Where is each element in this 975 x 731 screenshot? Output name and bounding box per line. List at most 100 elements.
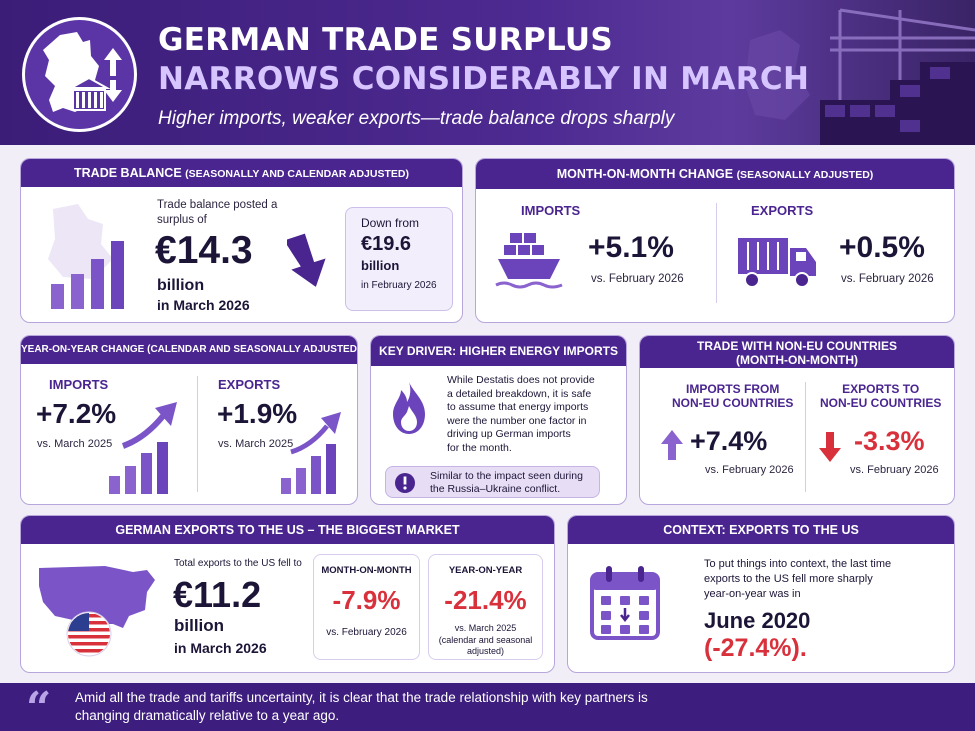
- mom-title: MONTH-ON-MONTH CHANGE: [556, 167, 734, 181]
- previous-period: in February 2026: [361, 280, 437, 291]
- context-text: To put things into context, the last tim…: [704, 557, 891, 602]
- mom-imports-note: vs. February 2026: [591, 273, 684, 285]
- bar-chart-icon: [48, 204, 124, 309]
- us-mom-label: MONTH-ON-MONTH: [321, 565, 412, 576]
- non-eu-exports-value: -3.3%: [854, 426, 925, 456]
- trade-balance-intro-2: surplus of: [157, 214, 207, 226]
- mom-title-note: (SEASONALLY ADJUSTED): [736, 169, 874, 181]
- quote-line-1: Amid all the trade and tariffs uncertain…: [75, 690, 648, 705]
- info-icon: [395, 473, 415, 493]
- key-driver-note-line: the Russia–Ukraine conflict.: [430, 483, 561, 495]
- key-driver-card: KEY DRIVER: HIGHER ENERGY IMPORTS While …: [370, 335, 627, 505]
- context-line-1: To put things into context, the last tim…: [704, 558, 892, 570]
- non-eu-exports-label: EXPORTS TO NON-EU COUNTRIES: [820, 382, 941, 410]
- non-eu-imports-note: vs. February 2026: [705, 464, 794, 476]
- previous-balance-box: Down from €19.6 billion in February 2026: [345, 207, 453, 311]
- page-title-line-2: NARROWS CONSIDERABLY IN MARCH: [158, 61, 810, 97]
- growth-chart-icon-small: [281, 412, 341, 494]
- logo-badge: [22, 17, 137, 132]
- mom-header: MONTH-ON-MONTH CHANGE (SEASONALLY ADJUST…: [476, 159, 954, 189]
- trade-balance-unit: billion: [157, 277, 205, 294]
- up-arrow-icon: [661, 430, 683, 460]
- yoy-exports-value: +1.9%: [217, 398, 298, 429]
- key-driver-line: for the month.: [447, 441, 512, 454]
- trade-balance-card: TRADE BALANCE (SEASONALLY AND CALENDAR A…: [20, 158, 463, 323]
- yoy-divider: [197, 376, 198, 492]
- page-subtitle: Higher imports, weaker exports—trade bal…: [158, 108, 675, 129]
- cargo-ship-icon: [495, 233, 563, 289]
- yoy-imports-label: IMPORTS: [49, 377, 109, 392]
- context-date: June 2020: [704, 608, 811, 633]
- non-eu-imports-label-2: NON-EU COUNTRIES: [672, 396, 794, 410]
- non-eu-divider: [805, 382, 806, 492]
- us-yoy-label: YEAR-ON-YEAR: [448, 565, 523, 576]
- key-driver-line: to assume that energy imports: [447, 401, 589, 413]
- non-eu-header: TRADE WITH NON-EU COUNTRIES (MONTH-ON-MO…: [640, 336, 954, 368]
- trade-balance-intro-1: Trade balance posted a: [157, 199, 278, 211]
- us-mom-note: vs. February 2026: [326, 627, 407, 638]
- non-eu-title-note: (MONTH-ON-MONTH): [736, 353, 858, 367]
- key-driver-header: KEY DRIVER: HIGHER ENERGY IMPORTS: [371, 336, 626, 366]
- page-title: GERMAN TRADE SURPLUS: [158, 22, 614, 58]
- yoy-imports-value: +7.2%: [36, 398, 117, 429]
- quote-line-2: changing dramatically relative to a year…: [75, 708, 340, 723]
- non-eu-exports-note: vs. February 2026: [850, 464, 939, 476]
- month-on-month-card: MONTH-ON-MONTH CHANGE (SEASONALLY ADJUST…: [475, 158, 955, 323]
- quote-mark-icon: “: [26, 683, 52, 731]
- key-driver-note-text: Similar to the impact seen during the Ru…: [430, 470, 583, 496]
- us-exports-header: GERMAN EXPORTS TO THE US – THE BIGGEST M…: [21, 516, 554, 544]
- yoy-exports-label: EXPORTS: [218, 377, 281, 392]
- context-line-3: year-on-year was in: [704, 588, 801, 600]
- growth-chart-icon: [109, 402, 177, 494]
- trade-balance-value: €14.3: [155, 229, 253, 272]
- usa-map-flag-icon: [39, 566, 155, 657]
- mom-exports-label: EXPORTS: [751, 203, 814, 218]
- year-on-year-card: YEAR-ON-YEAR CHANGE (CALENDAR AND SEASON…: [20, 335, 358, 505]
- mom-divider: [716, 203, 717, 303]
- port-cranes-illustration: [745, 8, 975, 145]
- context-card: CONTEXT: EXPORTS TO THE US To put things…: [567, 515, 955, 673]
- previous-value: €19.6: [361, 233, 412, 255]
- non-eu-title: TRADE WITH NON-EU COUNTRIES: [697, 339, 897, 353]
- previous-label: Down from: [361, 216, 420, 230]
- previous-unit: billion: [361, 258, 400, 273]
- mom-imports-value: +5.1%: [588, 231, 674, 264]
- us-yoy-note: vs. March 2025 (calendar and seasonal ad…: [429, 623, 542, 658]
- quote-text: Amid all the trade and tariffs uncertain…: [75, 689, 775, 725]
- header-banner: GERMAN TRADE SURPLUS NARROWS CONSIDERABL…: [0, 0, 975, 145]
- trade-balance-header: TRADE BALANCE (SEASONALLY AND CALENDAR A…: [21, 159, 462, 187]
- truck-icon: [738, 238, 816, 288]
- quote-footer: “ Amid all the trade and tariffs uncerta…: [0, 683, 975, 731]
- down-arrow-red-icon: [819, 432, 841, 462]
- us-yoy-note-3: adjusted): [466, 646, 505, 656]
- key-driver-note-line: Similar to the impact seen during: [430, 470, 583, 482]
- non-eu-exports-label-2: NON-EU COUNTRIES: [820, 396, 942, 410]
- us-exports-unit: billion: [174, 616, 225, 635]
- trade-balance-title-note: (SEASONALLY AND CALENDAR ADJUSTED): [185, 168, 409, 180]
- non-eu-imports-value: +7.4%: [690, 426, 768, 456]
- context-line-2: exports to the US fell more sharply: [704, 573, 873, 585]
- us-exports-card: GERMAN EXPORTS TO THE US – THE BIGGEST M…: [20, 515, 555, 673]
- us-mom-value: -7.9%: [332, 585, 401, 615]
- yoy-imports-note: vs. March 2025: [37, 438, 113, 450]
- non-eu-imports-label: IMPORTS FROM NON-EU COUNTRIES: [672, 382, 793, 410]
- mom-exports-value: +0.5%: [839, 231, 925, 264]
- us-yoy-box: YEAR-ON-YEAR -21.4% vs. March 2025 (cale…: [428, 554, 543, 660]
- key-driver-note: Similar to the impact seen during the Ru…: [385, 466, 600, 498]
- mom-exports-note: vs. February 2026: [841, 273, 934, 285]
- trade-balance-title: TRADE BALANCE: [74, 166, 182, 180]
- calendar-icon: [590, 566, 660, 640]
- context-header: CONTEXT: EXPORTS TO THE US: [568, 516, 954, 544]
- us-yoy-note-2: (calendar and seasonal: [438, 634, 533, 645]
- up-down-arrow-icon: [104, 48, 122, 102]
- us-exports-intro: Total exports to the US fell to: [174, 558, 302, 569]
- down-arrow-icon: [287, 233, 326, 287]
- us-exports-period: in March 2026: [174, 640, 267, 656]
- key-driver-line: a detailed breakdown, it is safe: [447, 387, 592, 400]
- trade-balance-period: in March 2026: [157, 297, 250, 313]
- flame-icon: [393, 382, 425, 434]
- context-value: (-27.4%).: [704, 634, 807, 662]
- us-yoy-value: -21.4%: [444, 585, 527, 615]
- us-exports-value: €11.2: [173, 574, 262, 615]
- non-eu-trade-card: TRADE WITH NON-EU COUNTRIES (MONTH-ON-MO…: [639, 335, 955, 505]
